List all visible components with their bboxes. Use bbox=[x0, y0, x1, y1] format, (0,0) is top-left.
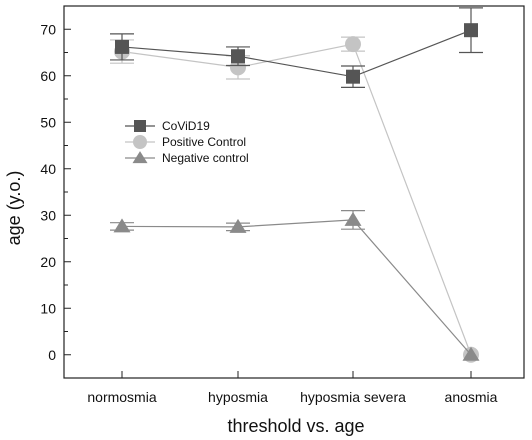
data-point bbox=[113, 218, 131, 233]
legend-label: Positive Control bbox=[162, 135, 246, 149]
legend-marker bbox=[132, 151, 148, 164]
x-ticks: normosmia hyposmia hyposmia severa anosmia bbox=[87, 371, 498, 405]
series-line bbox=[121, 219, 472, 356]
data-point bbox=[229, 218, 247, 233]
legend-label: Negative control bbox=[162, 151, 249, 165]
plot-frame bbox=[63, 5, 525, 379]
data-point bbox=[462, 346, 480, 361]
y-tick-label: 60 bbox=[40, 68, 56, 84]
x-axis-title: threshold vs. age bbox=[227, 416, 364, 436]
x-tick-label: anosmia bbox=[445, 389, 498, 405]
y-tick-label: 30 bbox=[40, 207, 56, 223]
series-covid19 bbox=[110, 7, 483, 88]
x-tick-label: hyposmia severa bbox=[300, 389, 406, 405]
y-axis-title: age (y.o.) bbox=[4, 171, 24, 246]
x-tick-label: hyposmia bbox=[208, 389, 268, 405]
x-tick-label: normosmia bbox=[87, 389, 156, 405]
series-line bbox=[121, 29, 472, 78]
data-point bbox=[115, 39, 129, 54]
legend: CoViD19 Positive Control Negative control bbox=[125, 119, 249, 165]
data-point bbox=[464, 23, 478, 38]
y-tick-label: 20 bbox=[40, 254, 56, 270]
data-point bbox=[231, 49, 245, 64]
legend-label: CoViD19 bbox=[162, 119, 210, 133]
y-ticks: 0 10 20 30 40 50 60 70 bbox=[40, 21, 71, 363]
legend-marker bbox=[134, 120, 146, 132]
y-tick-label: 50 bbox=[40, 114, 56, 130]
series-negative-control bbox=[110, 210, 480, 361]
data-point bbox=[345, 36, 361, 53]
legend-item: Negative control bbox=[125, 151, 249, 165]
data-point bbox=[230, 59, 246, 76]
y-tick-label: 10 bbox=[40, 300, 56, 316]
axes bbox=[63, 5, 525, 379]
legend-item: Positive Control bbox=[125, 135, 246, 149]
series-positive-control bbox=[110, 36, 479, 363]
series-layer bbox=[110, 7, 483, 363]
data-point bbox=[346, 69, 360, 84]
legend-item: CoViD19 bbox=[125, 119, 210, 133]
y-tick-label: 40 bbox=[40, 161, 56, 177]
y-tick-label: 70 bbox=[40, 21, 56, 37]
legend-marker bbox=[133, 135, 147, 149]
series-line bbox=[121, 43, 472, 355]
data-point bbox=[344, 211, 362, 226]
y-tick-label: 0 bbox=[48, 347, 56, 363]
